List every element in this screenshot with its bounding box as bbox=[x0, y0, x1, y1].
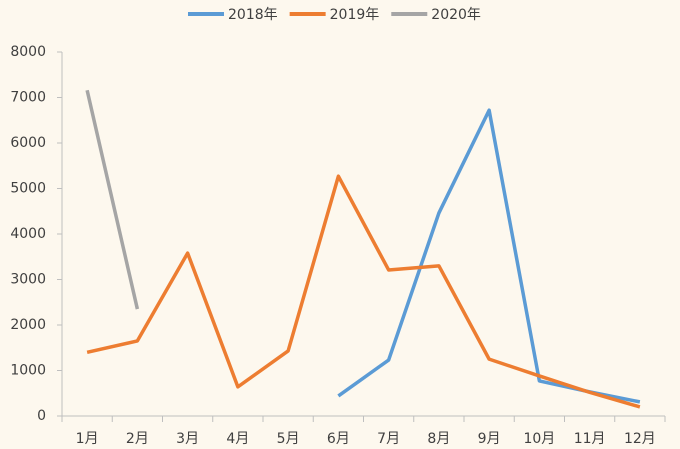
x-tick-label: 11月 bbox=[574, 431, 606, 447]
legend-label: 2019年 bbox=[330, 7, 380, 23]
x-tick-label: 9月 bbox=[478, 431, 501, 447]
y-tick-label: 2000 bbox=[10, 317, 46, 333]
y-tick-label: 1000 bbox=[10, 363, 46, 379]
x-tick-label: 4月 bbox=[226, 431, 249, 447]
y-tick-label: 0 bbox=[37, 408, 46, 424]
x-tick-label: 12月 bbox=[624, 431, 656, 447]
y-tick-label: 3000 bbox=[10, 272, 46, 288]
y-tick-label: 7000 bbox=[10, 90, 46, 106]
x-tick-label: 6月 bbox=[327, 431, 350, 447]
y-tick-label: 8000 bbox=[10, 44, 46, 60]
y-tick-label: 4000 bbox=[10, 226, 46, 242]
legend-label: 2020年 bbox=[431, 7, 481, 23]
x-tick-label: 7月 bbox=[377, 431, 400, 447]
x-tick-label: 10月 bbox=[523, 431, 555, 447]
legend-label: 2018年 bbox=[228, 7, 278, 23]
y-tick-label: 5000 bbox=[10, 181, 46, 197]
y-tick-label: 6000 bbox=[10, 135, 46, 151]
series-line bbox=[85, 89, 140, 310]
x-tick-label: 2月 bbox=[126, 431, 149, 447]
series-line bbox=[86, 174, 641, 409]
x-tick-label: 3月 bbox=[176, 431, 199, 447]
x-tick-label: 5月 bbox=[277, 431, 300, 447]
x-tick-label: 8月 bbox=[427, 431, 450, 447]
x-tick-label: 1月 bbox=[76, 431, 99, 447]
